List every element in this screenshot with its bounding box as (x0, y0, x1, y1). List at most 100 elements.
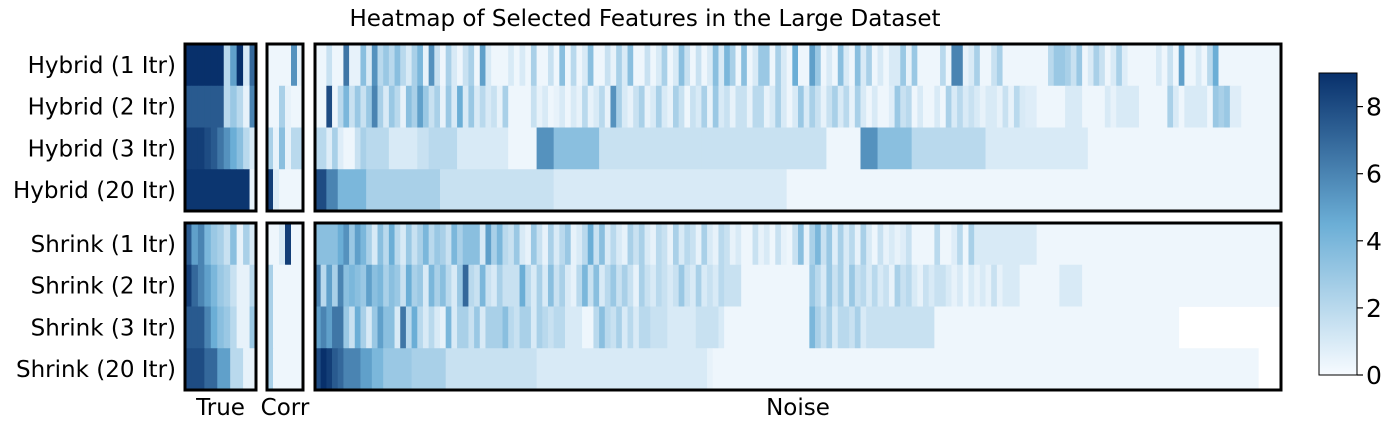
heatmap-cell-corr (297, 348, 304, 391)
heatmap-cell-noise (1167, 44, 1174, 87)
heatmap-cell-noise (1059, 264, 1083, 307)
heatmap-cell-noise (468, 264, 475, 307)
heatmap-cell-noise (565, 85, 572, 128)
heatmap-cell-noise (1121, 44, 1128, 87)
heatmap-cell-noise (576, 264, 583, 307)
heatmap-cell-noise (462, 85, 469, 128)
heatmap-cell-noise (724, 348, 873, 391)
heatmap-cell-noise (974, 85, 981, 128)
heatmap-cell-noise (1116, 44, 1123, 87)
heatmap-cell-noise (945, 85, 952, 128)
heatmap-cell-noise (820, 264, 827, 307)
heatmap-cell-noise (1087, 44, 1094, 87)
heatmap-cell-noise (576, 44, 583, 87)
heatmap-cell-true (243, 44, 250, 87)
heatmap-cell-noise (553, 306, 566, 349)
heatmap-cell-true (217, 306, 225, 349)
heatmap-cell-noise (712, 85, 719, 128)
heatmap-cell-noise (559, 44, 566, 87)
heatmap-cell-noise (957, 264, 964, 307)
heatmap-cell-noise (809, 44, 816, 87)
heatmap-cell-noise (638, 223, 645, 266)
heatmap-cell-corr (297, 223, 304, 266)
heatmap-cell-noise (457, 223, 464, 266)
heatmap-cell-noise (644, 223, 651, 266)
heatmap-cell-noise (428, 264, 435, 307)
heatmap-cell-true (249, 169, 257, 212)
heatmap-cell-noise (536, 127, 555, 170)
heatmap-cell-noise (758, 223, 765, 266)
heatmap-cell-true (230, 127, 238, 170)
heatmap-cell-noise (553, 223, 560, 266)
heatmap-cell-noise (684, 44, 691, 87)
heatmap-cell-noise (695, 223, 702, 266)
heatmap-cell-noise (667, 223, 674, 266)
heatmap-cell-noise (923, 85, 935, 128)
heatmap-cell-noise (428, 85, 435, 128)
heatmap-cell-noise (871, 348, 1259, 391)
heatmap-cell-noise (320, 264, 327, 307)
heatmap-cell-noise (672, 223, 680, 266)
heatmap-cell-noise (451, 264, 458, 307)
heatmap-cell-true (210, 44, 218, 87)
heatmap-cell-noise (888, 264, 895, 307)
heatmap-cell-noise (707, 223, 714, 266)
heatmap-cell-corr (279, 223, 286, 266)
heatmap-cell-noise (604, 348, 674, 391)
heatmap-cell-noise (400, 264, 407, 307)
heatmap-cell-noise (940, 223, 952, 266)
colorbar-tick-label: 4 (1366, 227, 1382, 256)
heatmap-cell-noise (860, 306, 867, 349)
heatmap-cell-noise (911, 127, 986, 170)
heatmap-cell-noise (923, 264, 930, 307)
heatmap-cell-corr (273, 127, 280, 170)
heatmap-cell-corr (279, 44, 286, 87)
heatmap-cell-corr (267, 169, 274, 212)
heatmap-cell-noise (712, 44, 719, 87)
colorbar: 0 2 4 6 8 (1318, 72, 1382, 390)
heatmap-cell-noise (826, 127, 861, 170)
heatmap-cell-noise (513, 44, 520, 87)
heatmap-cell-noise (599, 127, 645, 170)
heatmap-cell-true (204, 348, 212, 391)
heatmap-cell-noise (445, 44, 452, 87)
heatmap-cell-noise (457, 127, 509, 170)
heatmap-cell-noise (678, 223, 685, 266)
heatmap-cell-corr (291, 348, 298, 391)
heatmap-cell-noise (650, 44, 657, 87)
heatmap-cell-noise (1155, 44, 1163, 87)
heatmap-cell-noise (491, 264, 498, 307)
heatmap-cell-noise (940, 44, 947, 87)
heatmap-cell-noise (769, 223, 776, 266)
heatmap-cell-noise (843, 85, 850, 128)
heatmap-cell-noise (951, 264, 958, 307)
heatmap-cell-noise (508, 44, 515, 87)
heatmap-cell-noise (383, 264, 390, 307)
heatmap-cell-noise (440, 264, 447, 307)
heatmap-cell-noise (604, 223, 611, 266)
heatmap-cell-noise (854, 306, 861, 349)
heatmap-cell-corr (285, 306, 292, 349)
heatmap-cell-true (243, 85, 250, 128)
heatmap-cell-noise (866, 85, 873, 128)
heatmap-cell-noise (599, 306, 606, 349)
heatmap-cell-noise (900, 44, 907, 87)
heatmap-cell-noise (445, 85, 452, 128)
heatmap-cell-noise (570, 223, 577, 266)
heatmap-cell-noise (701, 264, 708, 307)
heatmap-cell-noise (678, 44, 685, 87)
heatmap-cell-corr (273, 44, 280, 87)
heatmap-cell-true (243, 306, 250, 349)
heatmap-cell-noise (440, 306, 447, 349)
heatmap-cell-corr (267, 223, 274, 266)
heatmap-cell-noise (440, 169, 555, 212)
heatmap-cell-corr (297, 127, 304, 170)
heatmap-cell-true (210, 127, 218, 170)
heatmap-cell-noise (638, 264, 645, 307)
heatmap-cell-noise (502, 85, 509, 128)
heatmap-cell-true (185, 348, 192, 391)
heatmap-cell-noise (1224, 85, 1231, 128)
heatmap-cell-noise (786, 127, 827, 170)
heatmap-cell-noise (405, 85, 412, 128)
